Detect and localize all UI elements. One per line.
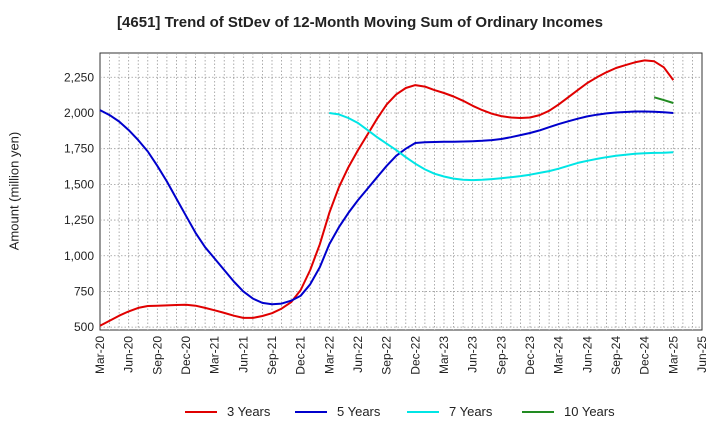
legend: 3 Years 5 Years 7 Years 10 Years: [0, 404, 720, 424]
x-tick-label: Mar-24: [552, 336, 566, 374]
y-tick-label: 1,750: [64, 142, 94, 156]
legend-swatch-7-years: [407, 410, 439, 413]
x-tick-label: Mar-21: [208, 336, 222, 374]
chart-title: [4651] Trend of StDev of 12-Month Moving…: [117, 14, 603, 31]
x-tick-label: Dec-24: [638, 336, 652, 375]
y-tick-label: 2,250: [64, 70, 94, 84]
legend-swatch-3-years: [185, 410, 217, 413]
series-line-10-years: [653, 96, 674, 104]
x-tick-label: Jun-21: [236, 336, 250, 373]
legend-label-10-years: 10 Years: [564, 404, 615, 419]
y-tick-label: 1,500: [64, 177, 94, 191]
x-tick-label: Sep-21: [265, 336, 279, 375]
x-tick-label: Jun-23: [466, 336, 480, 373]
x-tick-label: Dec-20: [179, 336, 193, 375]
series-line-5-years: [99, 109, 674, 306]
x-tick-label: Dec-21: [294, 336, 308, 375]
x-axis-ticks: Mar-20 Jun-20 Sep-20 Dec-20 Mar-21 Jun-21 Sep-…: [93, 336, 709, 375]
y-tick-label: 1,250: [64, 213, 94, 227]
y-tick-label: 2,000: [64, 106, 94, 120]
legend-swatch-10-years: [522, 410, 554, 413]
x-tick-label: Mar-20: [93, 336, 107, 374]
legend-item-3-years: 3 Years: [185, 404, 270, 419]
x-tick-label: Dec-23: [523, 336, 537, 375]
legend-label-7-years: 7 Years: [449, 404, 493, 419]
x-tick-label: Mar-23: [437, 336, 451, 374]
y-tick-label: 750: [74, 284, 94, 298]
y-axis-ticks: 500 750 1,000 1,250 1,500 1,750 2,000 2,250: [64, 70, 94, 334]
series-line-7-years: [329, 112, 674, 182]
legend-item-7-years: 7 Years: [407, 404, 492, 419]
x-tick-label: Jun-25: [695, 336, 709, 373]
series-line-3-years: [99, 59, 675, 327]
legend-item-5-years: 5 Years: [295, 404, 380, 419]
legend-swatch-5-years: [295, 410, 327, 413]
plot-area: [99, 52, 703, 331]
x-tick-label: Sep-23: [494, 336, 508, 375]
x-tick-label: Jun-22: [351, 336, 365, 373]
legend-label-3-years: 3 Years: [227, 404, 271, 419]
x-tick-label: Jun-20: [122, 336, 136, 373]
x-tick-label: Dec-22: [408, 336, 422, 375]
y-tick-label: 1,000: [64, 249, 94, 263]
x-tick-label: Mar-22: [322, 336, 336, 374]
x-tick-label: Mar-25: [666, 336, 680, 374]
x-tick-label: Jun-24: [580, 336, 594, 373]
x-tick-label: Sep-22: [380, 336, 394, 375]
legend-label-5-years: 5 Years: [337, 404, 381, 419]
y-tick-label: 500: [74, 320, 94, 334]
series-lines: [99, 59, 675, 327]
x-tick-label: Sep-20: [150, 336, 164, 375]
grid-lines: [100, 53, 702, 330]
legend-item-10-years: 10 Years: [522, 404, 615, 419]
x-tick-label: Sep-24: [609, 336, 623, 375]
